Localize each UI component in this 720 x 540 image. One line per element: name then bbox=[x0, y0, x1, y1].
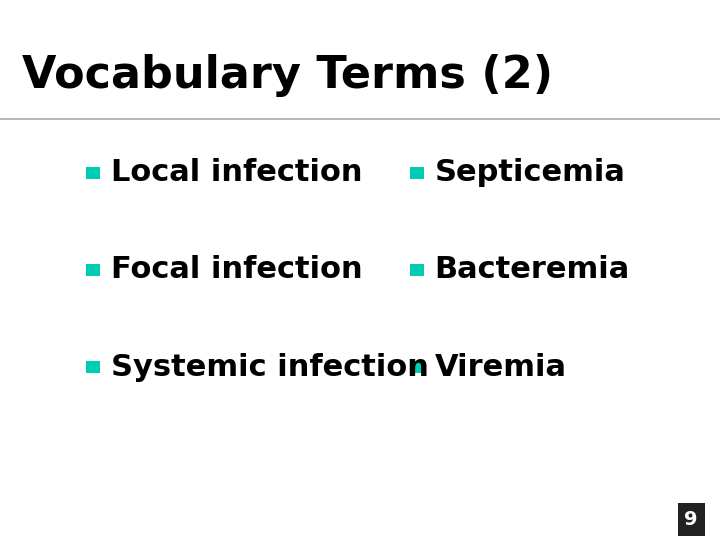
Text: Vocabulary Terms (2): Vocabulary Terms (2) bbox=[22, 54, 553, 97]
Text: Bacteremia: Bacteremia bbox=[435, 255, 630, 285]
Text: Focal infection: Focal infection bbox=[111, 255, 362, 285]
Text: Local infection: Local infection bbox=[111, 158, 362, 187]
Text: 9: 9 bbox=[685, 510, 698, 529]
Text: Systemic infection: Systemic infection bbox=[111, 353, 428, 382]
FancyBboxPatch shape bbox=[410, 361, 424, 373]
Text: Septicemia: Septicemia bbox=[435, 158, 626, 187]
FancyBboxPatch shape bbox=[86, 361, 100, 373]
FancyBboxPatch shape bbox=[410, 264, 424, 276]
FancyBboxPatch shape bbox=[86, 167, 100, 179]
FancyBboxPatch shape bbox=[86, 264, 100, 276]
Text: Viremia: Viremia bbox=[435, 353, 567, 382]
FancyBboxPatch shape bbox=[410, 167, 424, 179]
